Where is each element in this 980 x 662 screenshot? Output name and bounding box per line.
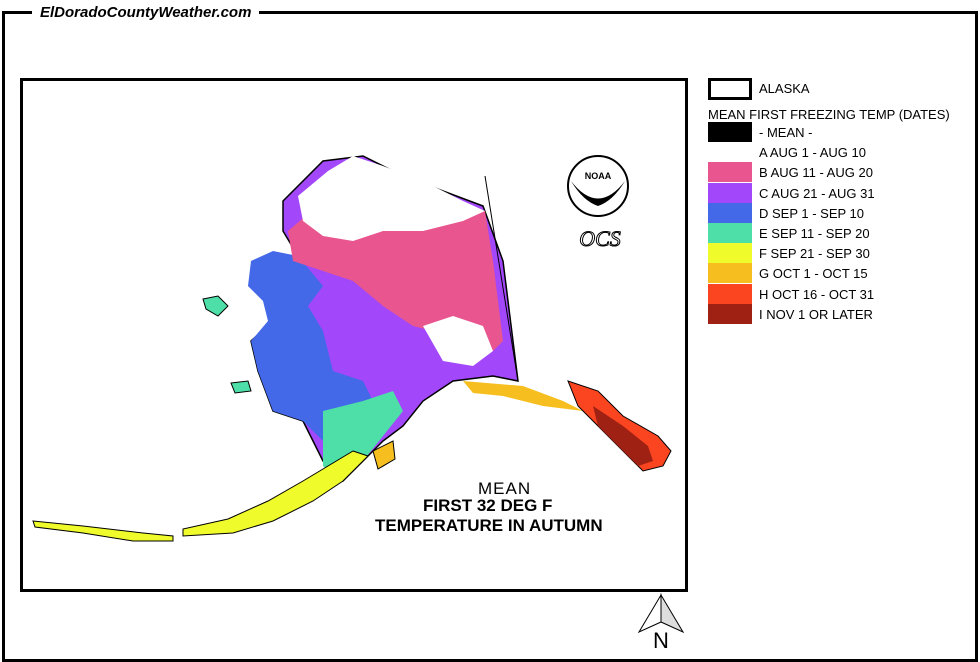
legend-swatch (708, 182, 752, 203)
legend-item: D SEP 1 - SEP 10 (708, 202, 968, 223)
zone-a-patch (423, 316, 493, 366)
site-title[interactable]: ElDoradoCountyWeather.com (32, 4, 260, 21)
legend-item: I NOV 1 OR LATER (708, 303, 968, 324)
legend-item: H OCT 16 - OCT 31 (708, 283, 968, 304)
border-line (484, 175, 519, 382)
north-arrow-icon (637, 593, 685, 634)
legend-item: G OCT 1 - OCT 15 (708, 263, 968, 284)
svg-text:OCS: OCS (579, 226, 621, 251)
legend-label: F SEP 21 - SEP 30 (759, 246, 870, 262)
island (202, 295, 229, 317)
north-arrow: N (636, 592, 686, 654)
aleutians (32, 520, 174, 542)
legend-item: C AUG 21 - AUG 31 (708, 182, 968, 203)
zone-a (298, 156, 485, 241)
north-label: N (653, 628, 669, 653)
map-caption-line1: MEAN (478, 479, 532, 498)
legend-swatch (708, 222, 752, 243)
map-caption-line2: FIRST 32 DEG F (423, 496, 553, 515)
legend-swatch (708, 303, 752, 324)
svg-text:NOAA: NOAA (585, 171, 612, 181)
legend-swatch (708, 142, 752, 163)
legend-item: - MEAN - (708, 122, 968, 142)
legend-label: A AUG 1 - AUG 10 (759, 145, 866, 161)
legend-item: F SEP 21 - SEP 30 (708, 243, 968, 264)
alaska-boundary-swatch (708, 78, 752, 100)
legend-label: C AUG 21 - AUG 31 (759, 185, 875, 201)
island (372, 440, 396, 470)
legend-swatch (708, 122, 752, 142)
legend-swatch (708, 243, 752, 264)
legend-boundary-label: ALASKA (759, 81, 810, 96)
legend-item: A AUG 1 - AUG 10 (708, 142, 968, 163)
legend-label: E SEP 11 - SEP 20 (759, 225, 870, 241)
legend-item: E SEP 11 - SEP 20 (708, 222, 968, 243)
zone-g (463, 381, 583, 411)
legend-swatch (708, 263, 752, 284)
legend-swatch (708, 202, 752, 223)
legend-label: - MEAN - (759, 125, 813, 140)
map-caption-line3: TEMPERATURE IN AUTUMN (375, 516, 603, 535)
legend-label: D SEP 1 - SEP 10 (759, 205, 865, 221)
noaa-logo: NOAA OCS (567, 155, 629, 252)
zone-d (248, 251, 373, 456)
alaska-map: NOAA OCS MEAN FIRST 32 DEG F TEMPERATURE… (20, 78, 688, 592)
island (230, 380, 252, 394)
alaska-map-graphic: NOAA OCS (32, 155, 672, 542)
legend-item: B AUG 11 - AUG 20 (708, 162, 968, 183)
legend-label: H OCT 16 - OCT 31 (759, 286, 875, 302)
zone-i (593, 406, 653, 466)
legend-label: B AUG 11 - AUG 20 (759, 165, 873, 181)
legend-swatch (708, 162, 752, 183)
legend-label: G OCT 1 - OCT 15 (759, 266, 868, 282)
legend-label: I NOV 1 OR LATER (759, 306, 873, 322)
legend-title: MEAN FIRST FREEZING TEMP (DATES) (708, 107, 950, 122)
zone-f (182, 450, 369, 537)
legend-swatch (708, 283, 752, 304)
